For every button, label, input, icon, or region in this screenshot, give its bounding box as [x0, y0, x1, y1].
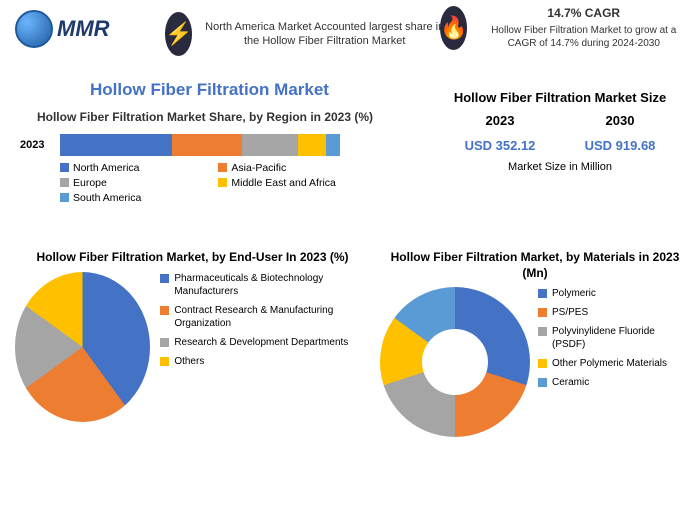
bar-seg	[326, 134, 340, 156]
mmr-logo: MMR	[15, 10, 110, 48]
size-year-1: 2023	[486, 113, 515, 128]
legend-item: Pharmaceuticals & Biotechnology Manufact…	[160, 272, 370, 298]
legend-item: Asia-Pacific	[218, 162, 376, 174]
legend-label: Contract Research & Manufacturing Organi…	[174, 304, 370, 330]
enduser-chart: Hollow Fiber Filtration Market, by End-U…	[15, 250, 370, 422]
legend-swatch	[160, 357, 169, 366]
main-title: Hollow Fiber Filtration Market	[90, 80, 329, 100]
top-fact-1-text: North America Market Accounted largest s…	[204, 20, 445, 49]
legend-label: Middle East and Africa	[231, 177, 335, 189]
materials-title: Hollow Fiber Filtration Market, by Mater…	[380, 250, 690, 281]
legend-label: North America	[73, 162, 140, 174]
legend-swatch	[538, 327, 547, 336]
legend-swatch	[160, 338, 169, 347]
stacked-bar	[60, 134, 340, 156]
flame-icon: 🔥	[440, 6, 467, 50]
legend-item: Contract Research & Manufacturing Organi…	[160, 304, 370, 330]
legend-item: PS/PES	[538, 306, 690, 319]
legend-label: Polymeric	[552, 287, 596, 300]
legend-swatch	[60, 178, 69, 187]
legend-swatch	[538, 308, 547, 317]
top-fact-2-text: 14.7% CAGR Hollow Fiber Filtration Marke…	[477, 6, 690, 50]
materials-donut-wrap	[380, 287, 530, 437]
top-fact-1: ⚡ North America Market Accounted largest…	[165, 12, 445, 56]
region-legend: North America Asia-Pacific Europe Middle Ea…	[20, 162, 390, 207]
legend-swatch	[60, 193, 69, 202]
legend-swatch	[218, 163, 227, 172]
enduser-legend: Pharmaceuticals & Biotechnology Manufact…	[160, 272, 370, 374]
legend-item: Others	[160, 355, 370, 368]
region-title: Hollow Fiber Filtration Market Share, by…	[20, 110, 390, 126]
legend-swatch	[218, 178, 227, 187]
size-year-2: 2030	[606, 113, 635, 128]
enduser-pie	[15, 272, 150, 422]
bolt-icon: ⚡	[165, 12, 192, 56]
legend-label: Pharmaceuticals & Biotechnology Manufact…	[174, 272, 370, 298]
legend-item: Europe	[60, 177, 218, 189]
size-years: 2023 2030	[440, 113, 680, 128]
legend-label: Asia-Pacific	[231, 162, 286, 174]
market-size: Hollow Fiber Filtration Market Size 2023…	[440, 90, 680, 173]
legend-item: Polymeric	[538, 287, 690, 300]
bar-seg	[172, 134, 242, 156]
size-val-2: USD 919.68	[585, 138, 656, 153]
legend-item: Other Polymeric Materials	[538, 357, 690, 370]
stacked-bar-row: 2023	[20, 134, 390, 156]
bar-seg	[298, 134, 326, 156]
legend-item: South America	[60, 192, 218, 204]
legend-swatch	[538, 289, 547, 298]
legend-label: Others	[174, 355, 204, 368]
globe-icon	[15, 10, 53, 48]
legend-label: Ceramic	[552, 376, 589, 389]
legend-label: PS/PES	[552, 306, 588, 319]
legend-item: Ceramic	[538, 376, 690, 389]
materials-chart: Hollow Fiber Filtration Market, by Mater…	[380, 250, 690, 437]
legend-item: North America	[60, 162, 218, 174]
donut-hole	[422, 329, 488, 395]
size-unit: Market Size in Million	[440, 161, 680, 173]
region-chart: Hollow Fiber Filtration Market Share, by…	[20, 110, 390, 207]
legend-swatch	[160, 306, 169, 315]
materials-legend: Polymeric PS/PES Polyvinylidene Fluoride (…	[538, 287, 690, 395]
legend-swatch	[538, 378, 547, 387]
enduser-title: Hollow Fiber Filtration Market, by End-U…	[15, 250, 370, 266]
size-val-1: USD 352.12	[465, 138, 536, 153]
legend-label: Polyvinylidene Fluoride (PSDF)	[552, 325, 690, 351]
cagr-value: 14.7% CAGR	[477, 6, 690, 22]
legend-item: Research & Development Departments	[160, 336, 370, 349]
size-values: USD 352.12 USD 919.68	[440, 138, 680, 153]
cagr-desc: Hollow Fiber Filtration Market to grow a…	[491, 25, 676, 49]
bar-seg	[60, 134, 172, 156]
size-title: Hollow Fiber Filtration Market Size	[440, 90, 680, 107]
logo-text: MMR	[57, 16, 110, 42]
legend-label: South America	[73, 192, 141, 204]
legend-item: Polyvinylidene Fluoride (PSDF)	[538, 325, 690, 351]
legend-label: Europe	[73, 177, 107, 189]
top-fact-2: 🔥 14.7% CAGR Hollow Fiber Filtration Mar…	[440, 6, 690, 50]
bar-seg	[242, 134, 298, 156]
legend-label: Other Polymeric Materials	[552, 357, 667, 370]
bar-year: 2023	[20, 139, 52, 151]
legend-swatch	[60, 163, 69, 172]
legend-swatch	[538, 359, 547, 368]
legend-swatch	[160, 274, 169, 283]
legend-label: Research & Development Departments	[174, 336, 348, 349]
legend-item: Middle East and Africa	[218, 177, 376, 189]
